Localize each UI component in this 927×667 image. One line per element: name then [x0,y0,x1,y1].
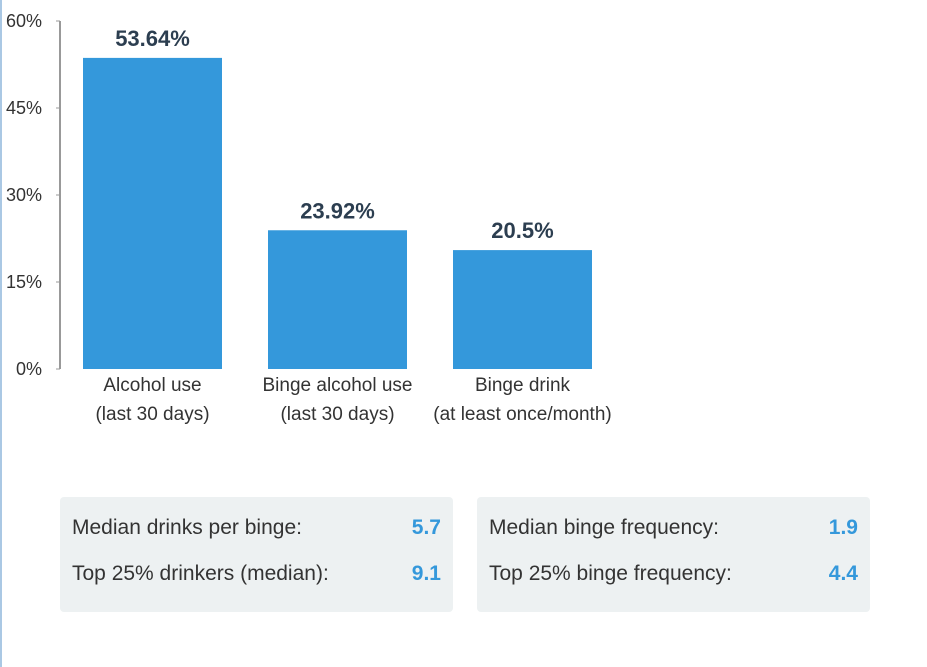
chart: 0% 15% 30% 45% 60% 53.64% 23.92% 20.5% [6,11,592,379]
stat-label: Top 25% drinkers (median): [72,562,329,585]
stat-label: Median drinks per binge: [72,516,302,539]
x-tick-label: Alcohol use (last 30 days) [95,375,210,425]
stat-label: Median binge frequency: [489,516,719,539]
stat-row: Top 25% binge frequency: 4.4 [489,562,858,592]
stat-row: Top 25% drinkers (median): 9.1 [72,562,441,592]
stat-value: 1.9 [828,516,858,539]
stat-value: 4.4 [828,562,858,585]
stat-label: Top 25% binge frequency: [489,562,732,585]
y-tick-label: 15% [6,272,42,292]
bar [268,230,407,369]
stat-value: 9.1 [411,562,441,585]
y-tick-label: 60% [6,11,42,31]
data-label: 20.5% [491,218,553,243]
data-label: 23.92% [300,198,375,223]
y-tick-label: 0% [16,359,42,379]
bar [83,57,222,369]
data-label: 53.64% [115,26,190,51]
y-tick-label: 30% [6,185,42,205]
stat-row: Median binge frequency: 1.9 [489,516,858,546]
stats-panel: Median drinks per binge: 5.7 Top 25% drink… [60,497,453,612]
stats-panel: Median binge frequency: 1.9 Top 25% binge … [477,497,870,612]
page-edge [0,0,2,667]
x-tick-label: Binge alcohol use (last 30 days) [262,375,413,425]
stat-value: 5.7 [411,516,441,539]
bar [453,250,592,369]
x-tick-label: Binge drink (at least once/month) [433,375,612,425]
stat-row: Median drinks per binge: 5.7 [72,516,441,546]
y-tick-label: 45% [6,98,42,118]
